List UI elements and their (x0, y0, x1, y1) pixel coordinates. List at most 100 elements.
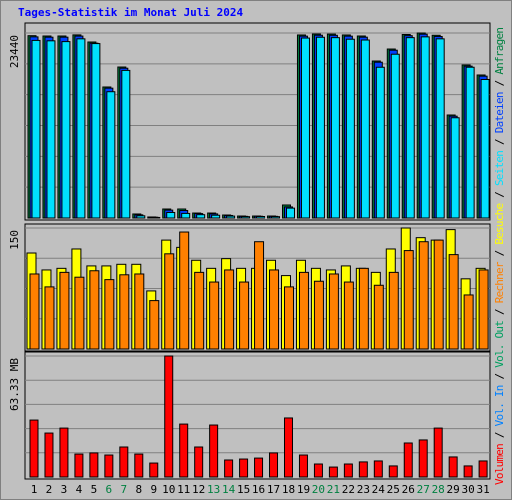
x-tick-label: 8 (135, 483, 142, 496)
bar (478, 460, 488, 478)
x-tick-label: 30 (462, 483, 475, 496)
bar (373, 284, 384, 350)
bar (224, 269, 235, 350)
x-tick-label: 11 (177, 483, 190, 496)
bar (224, 459, 234, 478)
bar (76, 38, 86, 219)
bar (149, 300, 160, 350)
bar (375, 66, 385, 219)
bar (313, 280, 324, 350)
legend-separator: / (493, 185, 506, 203)
x-tick-label: 27 (417, 483, 430, 496)
bar (448, 456, 458, 478)
bar (134, 453, 144, 478)
x-tick-label: 17 (267, 483, 280, 496)
bar (119, 274, 130, 350)
bar (315, 36, 325, 219)
bar (328, 273, 339, 350)
legend-item: Anfragen (493, 27, 506, 75)
x-tick-label: 20 (312, 483, 325, 496)
bar (433, 427, 443, 478)
bar (179, 423, 189, 478)
legend-item: Besuche (493, 203, 506, 245)
legend-separator: / (493, 74, 506, 92)
bar (345, 38, 355, 219)
bar (106, 91, 116, 219)
x-tick-label: 19 (297, 483, 310, 496)
bar (166, 211, 176, 219)
bar (241, 216, 251, 219)
x-tick-label: 28 (432, 483, 445, 496)
bar (254, 457, 264, 478)
bar (435, 38, 445, 219)
bar (390, 53, 400, 219)
x-tick-label: 26 (402, 483, 415, 496)
legend-separator: / (493, 133, 506, 151)
x-tick-label: 5 (91, 483, 98, 496)
y-tick-label: 63.33 MB (8, 358, 21, 411)
bar (59, 271, 70, 350)
bar (298, 271, 309, 350)
bar (283, 417, 293, 478)
bar (271, 216, 281, 219)
bar (44, 286, 55, 350)
bar (343, 281, 354, 350)
bar (450, 117, 460, 219)
legend-separator: / (493, 244, 506, 262)
x-tick-label: 18 (282, 483, 295, 496)
x-tick-label: 16 (252, 483, 265, 496)
bar (283, 286, 294, 350)
bar (343, 463, 353, 478)
bar (46, 40, 56, 219)
x-tick-label: 13 (207, 483, 220, 496)
bar (29, 419, 39, 478)
x-tick-label: 25 (387, 483, 400, 496)
bar (403, 250, 414, 350)
bar (119, 446, 129, 478)
x-tick-label: 6 (106, 483, 113, 496)
bar (360, 39, 370, 219)
bar (420, 36, 430, 219)
x-tick-label: 24 (372, 483, 386, 496)
bar (463, 294, 474, 350)
bar (104, 279, 115, 350)
x-tick-label: 12 (192, 483, 205, 496)
bar (298, 454, 308, 478)
bar (134, 273, 145, 350)
bar (226, 215, 236, 219)
bar (104, 454, 114, 478)
legend-separator: / (493, 367, 506, 385)
bar (211, 214, 221, 219)
x-tick-label: 10 (162, 483, 175, 496)
bar (121, 69, 131, 219)
bar (448, 254, 459, 350)
x-tick-label: 31 (476, 483, 489, 496)
legend-separator: / (493, 426, 506, 444)
bar (388, 465, 398, 478)
bar (300, 37, 310, 219)
bar (59, 427, 69, 478)
bar (164, 253, 175, 350)
bar (463, 465, 473, 478)
x-tick-label: 22 (342, 483, 355, 496)
bar (44, 432, 54, 478)
bar (239, 281, 250, 350)
x-tick-label: 1 (31, 483, 38, 496)
chart-title: Tages-Statistik im Monat Juli 2024 (18, 6, 244, 19)
bar (136, 215, 146, 219)
legend-item: Seiten (493, 150, 506, 186)
bar (358, 461, 368, 478)
bar (418, 439, 428, 478)
bar (239, 458, 249, 478)
x-tick-label: 21 (327, 483, 340, 496)
bar (194, 271, 205, 350)
bar (89, 270, 100, 350)
bar (181, 212, 191, 219)
bar (89, 452, 99, 478)
legend-item: Vol. In (493, 385, 506, 427)
bar (61, 41, 71, 219)
bar (91, 43, 101, 219)
x-tick-label: 23 (357, 483, 370, 496)
y-tick-label: 23440 (8, 35, 21, 68)
